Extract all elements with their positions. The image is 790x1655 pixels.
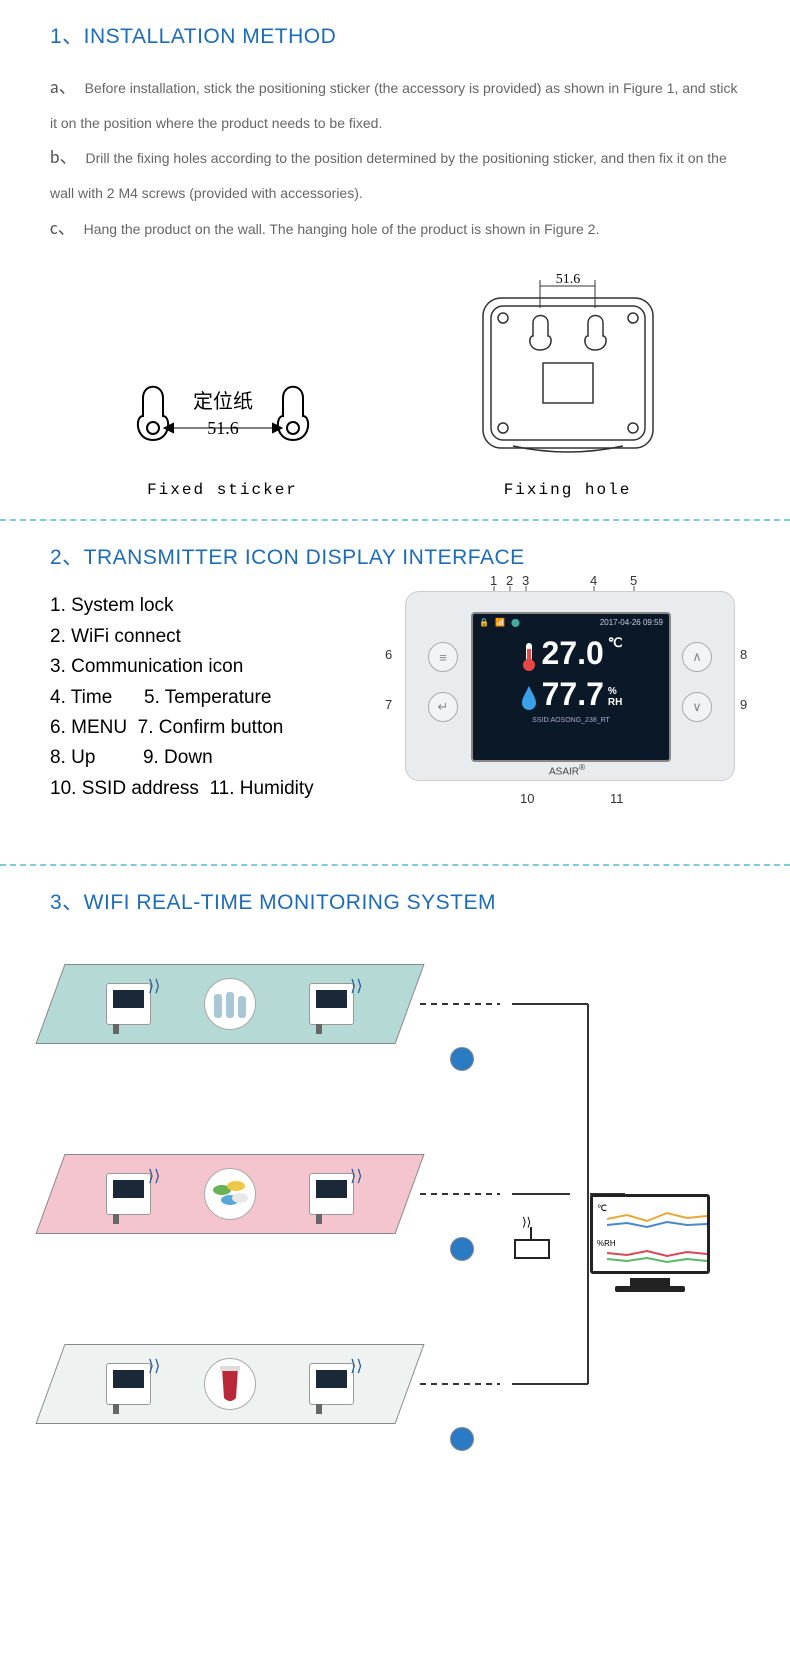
sample-blood-icon	[204, 1358, 256, 1410]
temp-value: 27.0	[542, 635, 604, 671]
callout-8: 8	[740, 647, 747, 662]
sensor-icon: ⟩⟩	[309, 1173, 354, 1215]
network-row-1: ⟩⟩ ⟩⟩	[50, 964, 474, 1154]
sample-pills-icon	[204, 1168, 256, 1220]
legend-1: 1. System lock	[50, 591, 360, 621]
step-a: a、Before installation, stick the positio…	[50, 68, 740, 138]
hum-value: 77.7	[542, 676, 604, 712]
datetime: 2017-04-26 09:59	[600, 618, 663, 627]
sensor-icon: ⟩⟩	[309, 1363, 354, 1405]
temp-unit: ℃	[608, 635, 623, 650]
callout-11: 11	[610, 791, 624, 806]
temp-row: 27.0 ℃	[473, 631, 669, 676]
step-c-label: c、	[50, 217, 76, 239]
section-installation: 1、INSTALLATION METHOD a、Before installat…	[0, 0, 790, 519]
icon-legend-row: 1. System lock 2. WiFi connect 3. Commun…	[50, 591, 740, 804]
step-a-text: Before installation, stick the positioni…	[50, 80, 737, 131]
ssid-text: SSID:AOSONG_238_RT	[473, 713, 669, 724]
section3-title: 3、WIFI REAL-TIME MONITORING SYSTEM	[50, 886, 740, 916]
confirm-button[interactable]: ↵	[428, 692, 458, 722]
network-row-3: ⟩⟩ ⟩⟩	[50, 1344, 474, 1534]
wifi-icon: 📶	[495, 618, 505, 627]
comm-icon: ⬤	[511, 618, 520, 627]
brand-text: ASAIR®	[549, 762, 585, 777]
sensor-icon: ⟩⟩	[106, 983, 151, 1025]
section-wifi-system: 3、WIFI REAL-TIME MONITORING SYSTEM ⟩⟩	[0, 866, 790, 1654]
monitor-icon: ℃ %RH	[590, 1194, 710, 1304]
zone-3: ⟩⟩ ⟩⟩	[50, 1344, 410, 1424]
network-node	[450, 1427, 474, 1451]
droplet-icon	[520, 684, 538, 710]
legend-6-7: 6. MENU 7. Confirm button	[50, 713, 360, 743]
hum-row: 77.7 %RH	[473, 676, 669, 713]
zone-2: ⟩⟩ ⟩⟩	[50, 1154, 410, 1234]
network-node	[450, 1047, 474, 1071]
figures-row: 定位纸 51.6 Fixed sticker	[50, 268, 740, 499]
section1-title: 1、INSTALLATION METHOD	[50, 20, 740, 50]
device-screen: 🔒 📶 ⬤ 2017-04-26 09:59 27.0 ℃ 77.7 %RH SSI…	[471, 612, 671, 762]
down-button[interactable]: ∨	[682, 692, 712, 722]
section-display: 2、TRANSMITTER ICON DISPLAY INTERFACE 1. …	[0, 521, 790, 824]
fig1-caption: Fixed sticker	[113, 481, 333, 499]
sensor-icon: ⟩⟩	[106, 1173, 151, 1215]
device-panel: 1 2 3 4 5 6 7 8 9 10 11 ≡ ↵ ∧ ∨	[390, 591, 740, 781]
network-diagram: ⟩⟩ ⟩⟩ ⟩⟩ ⟩⟩ ⟩⟩ ℃	[50, 934, 740, 1634]
network-row-2: ⟩⟩ ⟩⟩ ⟩⟩ ℃ %RH	[50, 1154, 710, 1344]
figure-1: 定位纸 51.6 Fixed sticker	[113, 358, 333, 499]
sensor-icon: ⟩⟩	[309, 983, 354, 1025]
router-icon: ⟩⟩	[514, 1239, 550, 1259]
legend-3: 3. Communication icon	[50, 652, 360, 682]
sticker-diagram: 定位纸 51.6	[113, 358, 333, 468]
callout-6: 6	[385, 647, 392, 662]
step-c-text: Hang the product on the wall. The hangin…	[84, 221, 600, 237]
legend-2: 2. WiFi connect	[50, 622, 360, 652]
backplate-dimension: 51.6	[555, 272, 580, 287]
legend-list: 1. System lock 2. WiFi connect 3. Commun…	[50, 591, 360, 804]
legend-8-9: 8. Up 9. Down	[50, 743, 360, 773]
network-node	[450, 1237, 474, 1261]
sample-vials-icon	[204, 978, 256, 1030]
callout-10: 10	[520, 791, 534, 806]
up-button[interactable]: ∧	[682, 642, 712, 672]
step-a-label: a、	[50, 76, 77, 98]
backplate-diagram: 51.6	[458, 268, 678, 468]
screen-topbar: 🔒 📶 ⬤ 2017-04-26 09:59	[473, 614, 669, 631]
figure-2: 51.6 Fixing hole	[458, 268, 678, 499]
zone-1: ⟩⟩ ⟩⟩	[50, 964, 410, 1044]
legend-4-5: 4. Time 5. Temperature	[50, 683, 360, 713]
step-b: b、Drill the fixing holes according to th…	[50, 138, 740, 208]
step-c: c、 Hang the product on the wall. The hang…	[50, 209, 740, 249]
thermometer-icon	[520, 641, 538, 671]
callout-9: 9	[740, 697, 747, 712]
step-b-text: Drill the fixing holes according to the …	[50, 150, 727, 201]
sticker-cn-label: 定位纸	[193, 390, 253, 413]
legend-10-11: 10. SSID address 11. Humidity	[50, 774, 360, 804]
callout-7: 7	[385, 697, 392, 712]
sensor-icon: ⟩⟩	[106, 1363, 151, 1405]
section2-title: 2、TRANSMITTER ICON DISPLAY INTERFACE	[50, 541, 740, 571]
monitor-temp-label: ℃	[597, 1203, 607, 1214]
hum-unit: %RH	[608, 686, 622, 708]
step-b-label: b、	[50, 146, 77, 168]
menu-button[interactable]: ≡	[428, 642, 458, 672]
device-body: ≡ ↵ ∧ ∨ 🔒 📶 ⬤ 2017-04-26 09:59 27.0 ℃	[405, 591, 735, 781]
lock-icon: 🔒	[479, 618, 489, 627]
fig2-caption: Fixing hole	[458, 481, 678, 499]
sticker-dimension: 51.6	[207, 418, 239, 438]
